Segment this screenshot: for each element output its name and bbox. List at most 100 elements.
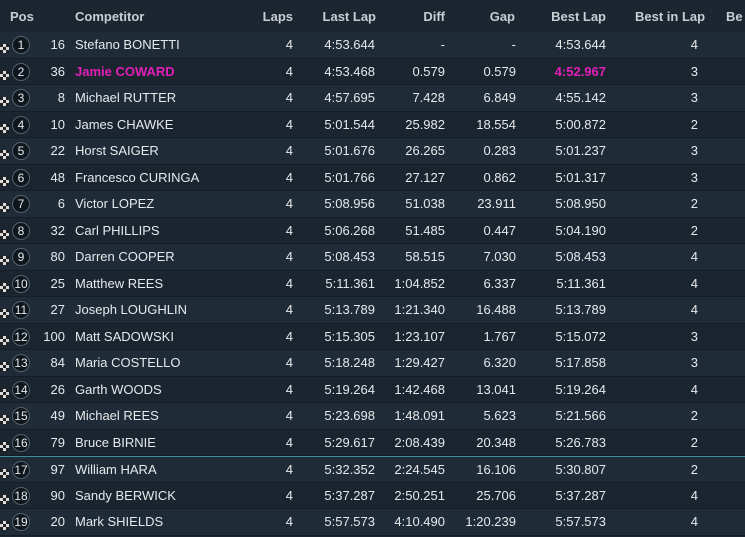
diff: 25.982: [405, 116, 445, 132]
flag-icon: [0, 253, 9, 268]
gap: 13.041: [476, 381, 516, 397]
flag-icon: [0, 412, 9, 427]
result-row: 16 79 Bruce BIRNIE 4 5:29.617 2:08.439 20.348 5…: [0, 429, 745, 456]
car-number: 79: [50, 434, 65, 450]
laps: 4: [285, 328, 293, 344]
position-badge: 19: [12, 513, 30, 531]
competitor: Jamie COWARD: [75, 63, 175, 79]
diff: 1:29.427: [394, 355, 445, 370]
laps: 4: [285, 63, 293, 79]
best-lap: 5:17.858: [555, 355, 606, 370]
result-row: 19 20 Mark SHIELDS 4 5:57.573 4:10.490 1:20.23…: [0, 509, 745, 536]
last-lap: 5:08.453: [324, 249, 375, 264]
flag-icon: [0, 200, 9, 215]
result-row: 8 32 Carl PHILLIPS 4 5:06.268 51.485 0.447 5:04…: [0, 217, 745, 244]
diff: 27.127: [405, 169, 445, 185]
diff: 51.485: [405, 222, 445, 238]
laps: 4: [285, 355, 293, 370]
result-row: 7 6 Victor LOPEZ 4 5:08.956 51.038 23.911 5:08.…: [0, 191, 745, 218]
position-badge: 13: [12, 354, 30, 372]
best-lap: 5:37.287: [555, 487, 606, 503]
best-in-lap: 2: [690, 408, 698, 423]
last-lap: 5:18.248: [324, 355, 375, 370]
best-in-lap: 2: [690, 462, 698, 477]
laps: 4: [285, 275, 293, 291]
last-lap: 5:15.305: [324, 328, 375, 344]
competitor: Maria COSTELLO: [75, 355, 181, 370]
last-lap: 5:37.287: [324, 487, 375, 503]
diff: 58.515: [405, 249, 445, 264]
best-lap: 5:00.872: [555, 116, 606, 132]
flag-icon: [0, 68, 9, 83]
best-in-lap: 3: [690, 355, 698, 370]
flag-icon: [0, 121, 9, 136]
header-cell: Competitor: [75, 9, 145, 24]
result-row: 5 22 Horst SAIGER 4 5:01.676 26.265 0.283 5:01.…: [0, 138, 745, 165]
best-in-lap: 4: [690, 249, 698, 264]
best-in-lap: 3: [690, 63, 698, 79]
best-in-lap: 4: [690, 514, 698, 529]
competitor: William HARA: [75, 462, 157, 477]
best-lap: 4:55.142: [555, 90, 606, 105]
last-lap: 5:29.617: [324, 434, 375, 450]
best-lap: 5:08.950: [555, 196, 606, 211]
gap: 20.348: [476, 434, 516, 450]
best-lap: 5:13.789: [555, 302, 606, 317]
best-in-lap: 3: [690, 328, 698, 344]
laps: 4: [285, 249, 293, 264]
header-cell: Diff: [423, 9, 445, 24]
last-lap: 4:53.468: [324, 63, 375, 79]
position-badge: 11: [12, 301, 30, 319]
last-lap: 5:06.268: [324, 222, 375, 238]
car-number: 27: [50, 302, 65, 317]
header-row: Pos Competitor Laps Last Lap Diff Gap Best Lap…: [0, 0, 745, 33]
car-number: 48: [50, 169, 65, 185]
competitor: Stefano BONETTI: [75, 37, 180, 52]
last-lap: 5:11.361: [325, 275, 375, 291]
gap: 5.623: [483, 408, 516, 423]
gap: 0.862: [483, 169, 516, 185]
flag-icon: [0, 333, 9, 348]
laps: 4: [285, 302, 293, 317]
best-in-lap: 3: [690, 90, 698, 105]
best-lap: 5:08.453: [555, 249, 606, 264]
result-row: 10 25 Matthew REES 4 5:11.361 1:04.852 6.337 5:…: [0, 270, 745, 297]
last-lap: 4:53.644: [324, 37, 375, 52]
competitor: Joseph LOUGHLIN: [75, 302, 187, 317]
flag-icon: [0, 492, 9, 507]
last-lap: 5:08.956: [324, 196, 375, 211]
position-badge: 15: [12, 407, 30, 425]
car-number: 84: [50, 355, 65, 370]
result-row: 17 97 William HARA 4 5:32.352 2:24.545 16.106 5…: [0, 456, 745, 483]
car-number: 16: [50, 37, 65, 52]
header-cell: Best Lap: [551, 9, 606, 24]
gap: 0.283: [483, 143, 516, 158]
last-lap: 5:32.352: [324, 462, 375, 477]
laps: 4: [285, 196, 293, 211]
diff: 2:50.251: [394, 487, 445, 503]
best-lap: 4:53.644: [555, 37, 606, 52]
best-in-lap: 2: [690, 196, 698, 211]
result-row: 14 26 Garth WOODS 4 5:19.264 1:42.468 13.041 5:…: [0, 376, 745, 403]
car-number: 26: [50, 381, 65, 397]
diff: 7.428: [412, 90, 445, 105]
flag-icon: [0, 466, 9, 481]
car-number: 49: [50, 408, 65, 423]
position-badge: 3: [12, 89, 30, 107]
header-cell: Last Lap: [322, 9, 376, 24]
best-in-lap: 2: [690, 222, 698, 238]
gap: -: [511, 37, 516, 52]
best-lap: 5:01.237: [555, 143, 606, 158]
header-cell: Gap: [489, 9, 515, 24]
best-lap: 5:01.317: [555, 169, 606, 185]
competitor: Bruce BIRNIE: [75, 434, 156, 450]
result-row: 13 84 Maria COSTELLO 4 5:18.248 1:29.427 6.320…: [0, 350, 745, 377]
position-badge: 9: [12, 248, 30, 266]
diff: 2:24.545: [394, 462, 445, 477]
best-in-lap: 2: [690, 434, 698, 450]
diff: 1:04.852: [394, 275, 445, 291]
diff: 2:08.439: [394, 434, 445, 450]
car-number: 80: [50, 249, 65, 264]
flag-icon: [0, 439, 9, 454]
